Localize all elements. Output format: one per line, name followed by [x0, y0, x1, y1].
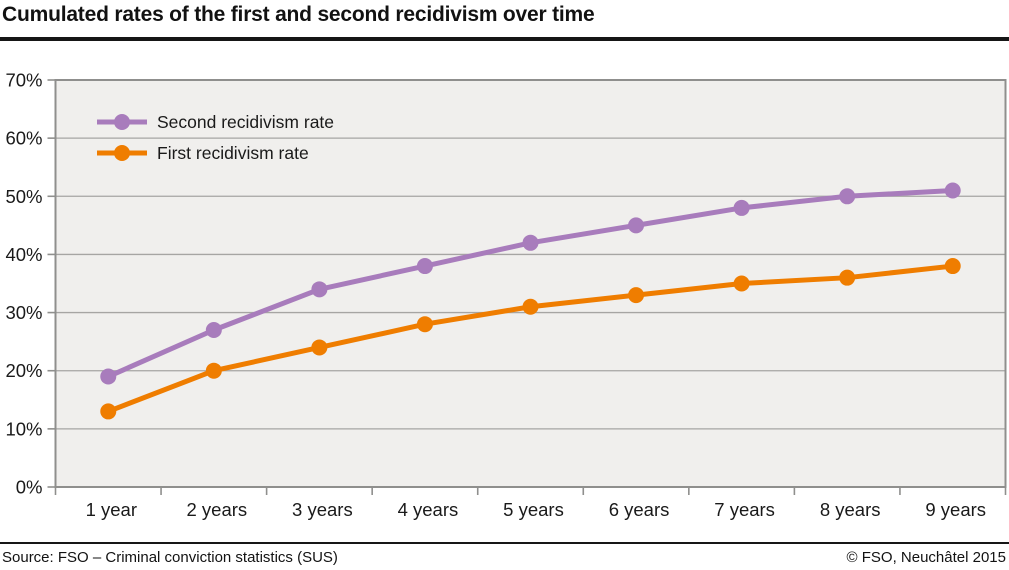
data-point-first	[522, 298, 539, 315]
data-point-first	[205, 362, 222, 379]
y-axis-label: 70%	[5, 70, 42, 91]
x-axis-label: 7 years	[714, 499, 775, 520]
data-point-second	[205, 322, 222, 339]
data-point-second	[416, 258, 433, 275]
title-rule	[0, 37, 1009, 41]
copyright-note: © FSO, Neuchâtel 2015	[846, 549, 1006, 566]
legend-marker	[114, 145, 130, 161]
data-point-first	[839, 269, 856, 286]
plot-area	[55, 80, 1006, 487]
y-axis-label: 40%	[5, 244, 42, 265]
source-note: Source: FSO – Criminal conviction statis…	[2, 549, 338, 566]
data-point-second	[628, 217, 645, 234]
x-axis-label: 8 years	[820, 499, 881, 520]
y-axis-label: 0%	[16, 477, 43, 498]
y-axis-label: 30%	[5, 302, 42, 323]
legend-label: Second recidivism rate	[157, 112, 334, 132]
data-point-second	[100, 368, 117, 385]
x-axis-label: 9 years	[925, 499, 986, 520]
data-point-second	[733, 199, 750, 216]
y-axis-label: 10%	[5, 418, 42, 439]
data-point-first	[733, 275, 750, 292]
data-point-second	[839, 188, 856, 205]
legend-item: Second recidivism rate	[97, 112, 334, 132]
y-axis-label: 50%	[5, 186, 42, 207]
data-point-first	[628, 287, 645, 304]
x-axis-label: 5 years	[503, 499, 564, 520]
x-axis-label: 2 years	[186, 499, 247, 520]
x-axis-label: 3 years	[292, 499, 353, 520]
legend-marker	[114, 114, 130, 130]
data-point-second	[944, 182, 961, 199]
data-point-first	[311, 339, 328, 356]
recidivism-line-chart: 0% 10% 20% 30% 40% 50% 60% 70% 1 year 2 years 3 ye…	[5, 70, 1007, 520]
x-axis-label: 4 years	[398, 499, 459, 520]
plot-border	[54, 79, 1007, 488]
data-point-first	[100, 403, 117, 420]
footer-rule	[0, 542, 1009, 544]
legend-label: First recidivism rate	[157, 143, 309, 163]
y-axis-label: 60%	[5, 128, 42, 149]
page-title: Cumulated rates of the first and second …	[2, 3, 595, 26]
x-axis-label: 1 year	[86, 499, 137, 520]
legend-item: First recidivism rate	[97, 143, 309, 163]
data-point-first	[416, 316, 433, 333]
data-point-second	[311, 281, 328, 298]
x-axis-label: 6 years	[609, 499, 670, 520]
data-point-first	[944, 258, 961, 275]
data-point-second	[522, 234, 539, 251]
y-axis-label: 20%	[5, 360, 42, 381]
